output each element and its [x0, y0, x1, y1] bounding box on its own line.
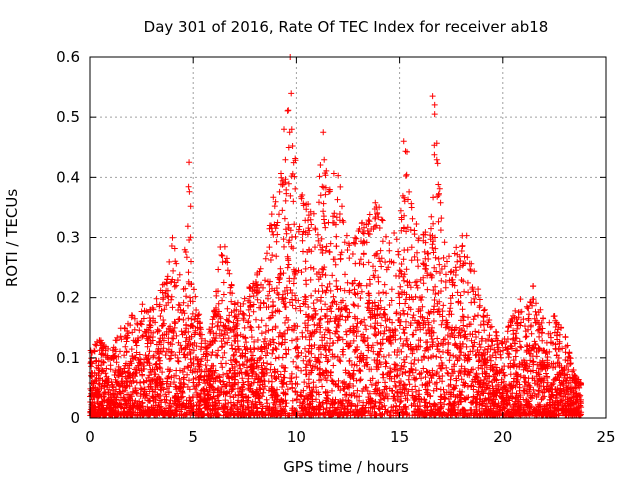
x-axis-label: GPS time / hours [283, 458, 409, 476]
roti-peak-marker [431, 111, 438, 118]
y-axis-label: ROTI / TECUs [3, 189, 21, 287]
y-tick-label: 0.2 [56, 289, 80, 307]
y-tick-label: 0.1 [56, 349, 80, 367]
data-points [87, 54, 585, 419]
axis-ticks [89, 56, 607, 419]
roti-peak-marker [429, 93, 436, 100]
roti-peak-marker [281, 126, 288, 133]
y-tick-labels: 0 0.1 0.2 0.3 0.4 0.5 0.6 [56, 48, 80, 427]
chart-title: Day 301 of 2016, Rate Of TEC Index for r… [144, 18, 549, 36]
roti-peak-marker [320, 129, 327, 136]
roti-peak-marker [186, 159, 193, 166]
y-tick-label: 0.5 [56, 108, 80, 126]
roti-peak-marker [400, 138, 407, 145]
x-tick-label: 15 [390, 428, 409, 446]
x-tick-label: 5 [188, 428, 198, 446]
roti-markers [87, 90, 585, 419]
y-tick-label: 0.4 [56, 168, 80, 186]
y-tick-label: 0.6 [56, 48, 80, 66]
x-tick-label: 25 [596, 428, 615, 446]
y-tick-label: 0 [70, 409, 80, 427]
x-tick-labels: 0 5 10 15 20 25 [85, 428, 615, 446]
x-tick-label: 20 [493, 428, 512, 446]
y-tick-label: 0.3 [56, 229, 80, 247]
x-tick-label: 10 [287, 428, 306, 446]
x-tick-label: 0 [85, 428, 95, 446]
